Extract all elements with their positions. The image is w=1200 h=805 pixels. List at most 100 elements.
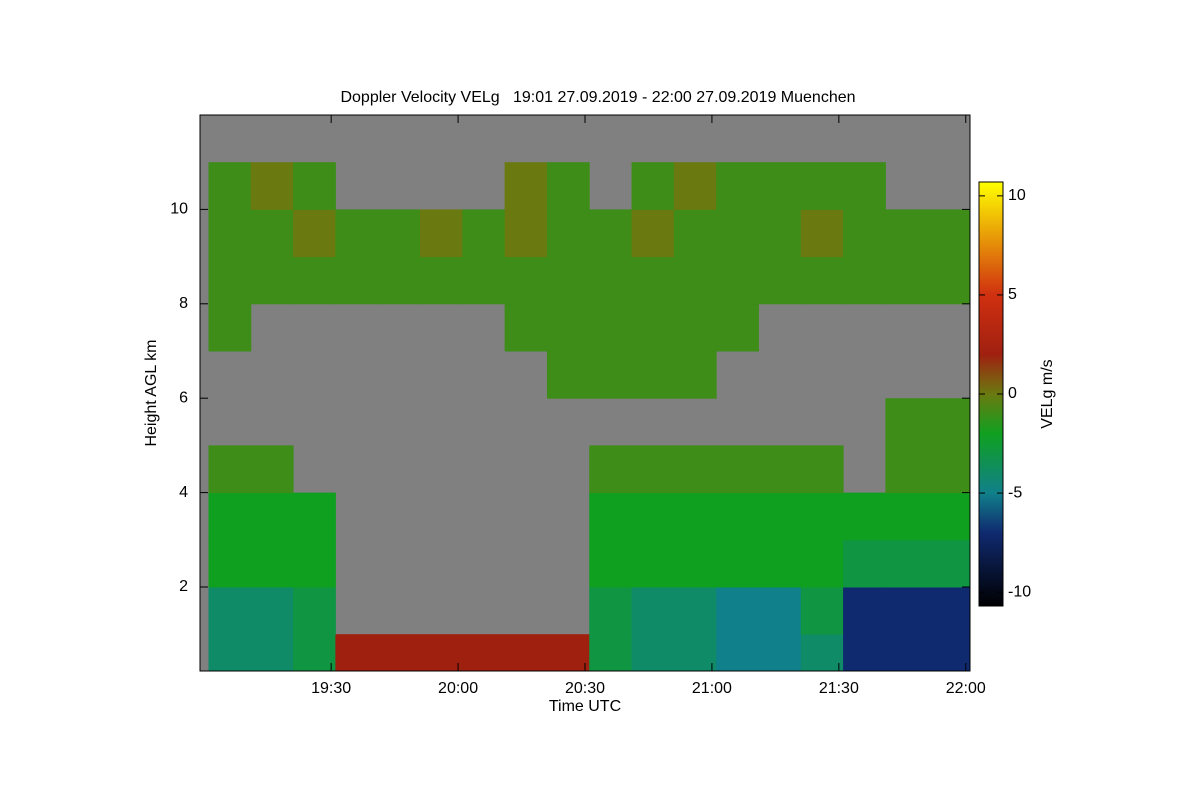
cell	[673, 303, 717, 352]
cell	[843, 634, 886, 671]
cell	[631, 634, 675, 671]
cell	[716, 445, 759, 494]
cell	[800, 539, 844, 588]
cell	[927, 492, 970, 541]
x-tick-label: 19:30	[311, 680, 351, 697]
cell	[504, 256, 548, 305]
x-axis-label: Time UTC	[549, 698, 621, 715]
cell	[208, 492, 252, 541]
cell	[673, 445, 717, 494]
cell	[293, 256, 336, 305]
cell	[758, 634, 802, 671]
cell	[589, 445, 633, 494]
cell	[377, 634, 421, 671]
y-tick-label: 10	[170, 201, 188, 218]
cell	[673, 162, 717, 210]
cell	[335, 209, 379, 258]
cell	[758, 256, 802, 305]
cell	[250, 256, 294, 305]
cell	[250, 539, 294, 588]
y-tick-label: 2	[179, 578, 188, 595]
cell	[250, 209, 294, 258]
cell	[758, 162, 802, 210]
cell	[546, 256, 590, 305]
colorbar-tick-label: -5	[1008, 484, 1022, 501]
cell	[589, 634, 633, 671]
chart-title: Doppler Velocity VELg 19:01 27.09.2019 -…	[340, 89, 855, 106]
cell	[420, 209, 463, 258]
cell	[716, 634, 759, 671]
cell	[885, 492, 929, 541]
cell	[800, 634, 844, 671]
cell	[250, 492, 294, 541]
cell	[885, 445, 929, 494]
cell	[927, 586, 970, 635]
cell	[716, 492, 759, 541]
cell	[462, 634, 506, 671]
cell	[927, 209, 970, 258]
x-tick-label: 21:00	[692, 680, 732, 697]
cell	[673, 492, 717, 541]
cell	[335, 634, 379, 671]
cell	[716, 209, 759, 258]
x-tick-label: 22:00	[946, 680, 986, 697]
cell	[885, 398, 929, 446]
y-tick-label: 6	[179, 389, 188, 406]
cell	[420, 634, 463, 671]
cell	[927, 634, 970, 671]
cell	[758, 539, 802, 588]
cell	[546, 303, 590, 352]
cell	[927, 398, 970, 446]
cell	[758, 445, 802, 494]
cell	[377, 256, 421, 305]
cell	[758, 492, 802, 541]
colorbar-tick-label: 0	[1008, 385, 1017, 402]
cell	[250, 634, 294, 671]
cell	[293, 162, 336, 210]
cell	[546, 350, 590, 399]
y-axis-label: Height AGL km	[143, 339, 160, 446]
cell	[208, 445, 252, 494]
cell	[546, 162, 590, 210]
cell	[293, 209, 336, 258]
cell	[716, 539, 759, 588]
cell	[631, 209, 675, 258]
cell	[250, 162, 294, 210]
cell	[335, 256, 379, 305]
cell	[758, 209, 802, 258]
colorbar-tick-label: -10	[1008, 583, 1031, 600]
cell	[504, 634, 548, 671]
cell	[589, 492, 633, 541]
cell	[716, 586, 759, 635]
cell	[250, 445, 294, 494]
cell	[716, 162, 759, 210]
cell	[293, 586, 336, 635]
cell	[631, 586, 675, 635]
cell	[208, 634, 252, 671]
cell	[800, 492, 844, 541]
cell	[631, 162, 675, 210]
cell	[885, 634, 929, 671]
cell	[546, 634, 590, 671]
cell	[800, 256, 844, 305]
cell	[843, 492, 886, 541]
colorbar-label: VELg m/s	[1039, 359, 1056, 428]
cell	[504, 162, 548, 210]
cell	[673, 209, 717, 258]
cell	[927, 539, 970, 588]
cell	[377, 209, 421, 258]
cell	[589, 586, 633, 635]
cell	[462, 256, 506, 305]
cell	[420, 256, 463, 305]
cell	[631, 350, 675, 399]
y-tick-label: 8	[179, 295, 188, 312]
cell	[208, 539, 252, 588]
cell	[843, 256, 886, 305]
cell	[927, 445, 970, 494]
cell	[504, 303, 548, 352]
cell	[673, 539, 717, 588]
cell	[843, 209, 886, 258]
cell	[800, 209, 844, 258]
cell	[208, 162, 252, 210]
